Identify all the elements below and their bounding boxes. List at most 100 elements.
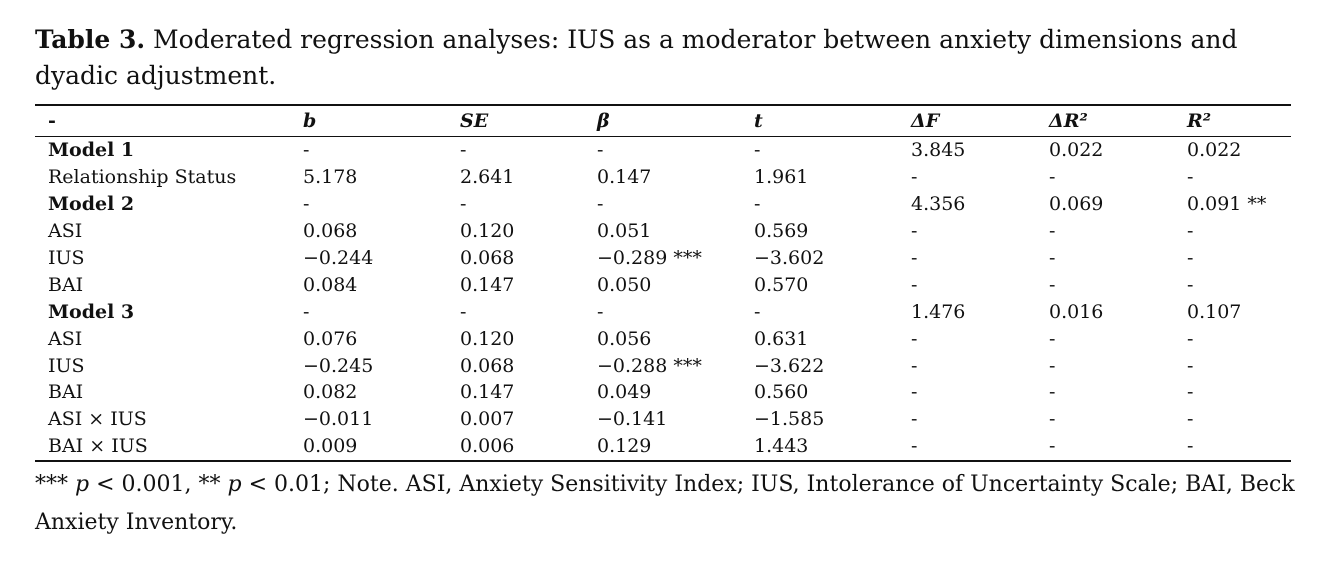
cell-t: 0.631 [754,327,809,350]
table-caption: Table 3. Moderated regression analyses: … [35,22,1295,94]
cell-delta-f: 3.845 [911,139,966,162]
cell-r2: 0.107 [1187,300,1242,323]
cell-t: 0.569 [754,220,809,243]
table-row: Relationship Status 5.178 2.641 0.147 1.961 -… [35,164,1291,191]
cell-delta-r2: 0.016 [1049,300,1104,323]
cell-variable: ASI [48,220,83,243]
caption-label: Table 3. [35,25,146,54]
cell-b: 5.178 [303,166,358,189]
cell-b: 0.009 [303,435,358,458]
cell-t: −3.602 [754,247,825,269]
cell-se: 0.007 [460,408,515,431]
cell-delta-r2: 0.069 [1049,193,1104,216]
cell-delta-f: 1.476 [911,300,966,323]
cell-r2: - [1187,354,1194,377]
cell-t: 1.961 [754,166,809,189]
note-p-2: p [227,472,242,497]
note-threshold-1: < 0.001, [89,472,199,497]
cell-beta: −0.288 *** [597,354,702,377]
cell-beta: 0.049 [597,381,652,404]
cell-t: −1.585 [754,408,825,431]
table-row: BAI 0.084 0.147 0.050 0.570 - - - [35,271,1291,298]
cell-t: - [754,139,761,162]
cell-delta-r2: - [1049,435,1056,458]
table-bottom-rule [35,459,1291,462]
cell-beta: −0.141 [597,408,668,431]
table-row: Model 2 - - - - 4.356 0.069 0.091 ** [35,191,1291,218]
table-body: Model 1- - - -3.845 0.022 0.022 Relationship S… [35,137,1291,460]
table-row: Model 3 - - - - 1.476 0.016 0.107 [35,298,1291,325]
cell-beta: - [597,193,604,216]
cell-delta-f: - [911,247,918,269]
table-row: BAI × IUS 0.009 0.006 0.129 1.443 - - - [35,433,1291,460]
cell-delta-f: - [911,327,918,350]
cell-r2: 0.091 ** [1187,193,1267,216]
cell-delta-r2: - [1049,220,1056,243]
cell-delta-r2: 0.022 [1049,139,1104,162]
cell-b: −0.245 [303,354,374,377]
header-cell-beta: β [597,110,610,132]
cell-beta: 0.051 [597,220,652,243]
cell-delta-r2: - [1049,273,1056,296]
cell-delta-r2: - [1049,354,1056,377]
regression-table: - b SE β t ΔF ΔR² R² Model 1 - - - - 3.845 0.0… [35,104,1291,462]
cell-se: 0.147 [460,381,515,404]
table-row: ASI 0.068 0.120 0.051 0.569 - - - [35,218,1291,245]
cell-t: - [754,193,761,216]
cell-b: 0.068 [303,220,358,243]
cell-beta: 0.050 [597,273,652,296]
cell-se: 0.120 [460,220,515,243]
note-sig-2: ** [198,472,221,497]
cell-delta-f: 4.356 [911,193,966,216]
cell-se: 2.641 [460,166,515,189]
cell-variable: Model 3 [48,300,135,323]
cell-se: - [460,139,467,162]
cell-se: 0.068 [460,247,515,269]
cell-delta-f: - [911,435,918,458]
cell-delta-f: - [911,381,918,404]
cell-variable: ASI [48,327,83,350]
cell-beta: 0.129 [597,435,652,458]
cell-variable: Model 1 [48,139,135,162]
table-row: ASI 0.076 0.120 0.056 0.631 - - - [35,325,1291,352]
cell-variable: Relationship Status [48,166,237,189]
cell-b: 0.084 [303,273,358,296]
cell-b: - [303,300,310,323]
cell-r2: - [1187,435,1194,458]
cell-beta: 0.056 [597,327,652,350]
header-cell-r2: R² [1187,110,1212,132]
table-note: *** p < 0.001, ** p < 0.01; Note. ASI, A… [35,466,1295,542]
cell-r2: - [1187,166,1194,189]
cell-delta-r2: - [1049,408,1056,431]
cell-variable: Model 2 [48,193,135,216]
header-row: - b SE β t ΔF ΔR² R² [35,106,1291,136]
cell-delta-f: - [911,273,918,296]
table-row: ASI × IUS −0.011 0.007 −0.141 −1.585 - - - [35,406,1291,433]
header-cell-delta-f: ΔF [911,110,940,132]
header-cell-b: b [303,110,317,132]
cell-b: - [303,193,310,216]
cell-t: 0.570 [754,273,809,296]
cell-delta-f: - [911,408,918,431]
cell-se: - [460,193,467,216]
cell-b: −0.011 [303,408,374,431]
cell-b: 0.076 [303,327,358,350]
table-row: Model 1 - - - - 3.845 0.022 0.022 [35,137,1291,164]
cell-variable: ASI × IUS [48,408,147,431]
cell-r2: - [1187,327,1194,350]
cell-delta-r2: - [1049,247,1056,269]
cell-se: 0.120 [460,327,515,350]
cell-delta-r2: - [1049,166,1056,189]
header-cell-se: SE [460,110,489,132]
cell-delta-r2: - [1049,381,1056,404]
cell-variable: BAI × IUS [48,435,148,458]
table-header-rule [35,136,1291,137]
table-row: BAI 0.082 0.147 0.049 0.560 - - - [35,379,1291,406]
cell-se: - [460,300,467,323]
cell-variable: BAI [48,273,84,296]
cell-se: 0.068 [460,354,515,377]
cell-t: −3.622 [754,354,825,377]
cell-beta: −0.289 *** [597,247,702,269]
header-cell-t: t [754,110,763,132]
cell-b: 0.082 [303,381,358,404]
